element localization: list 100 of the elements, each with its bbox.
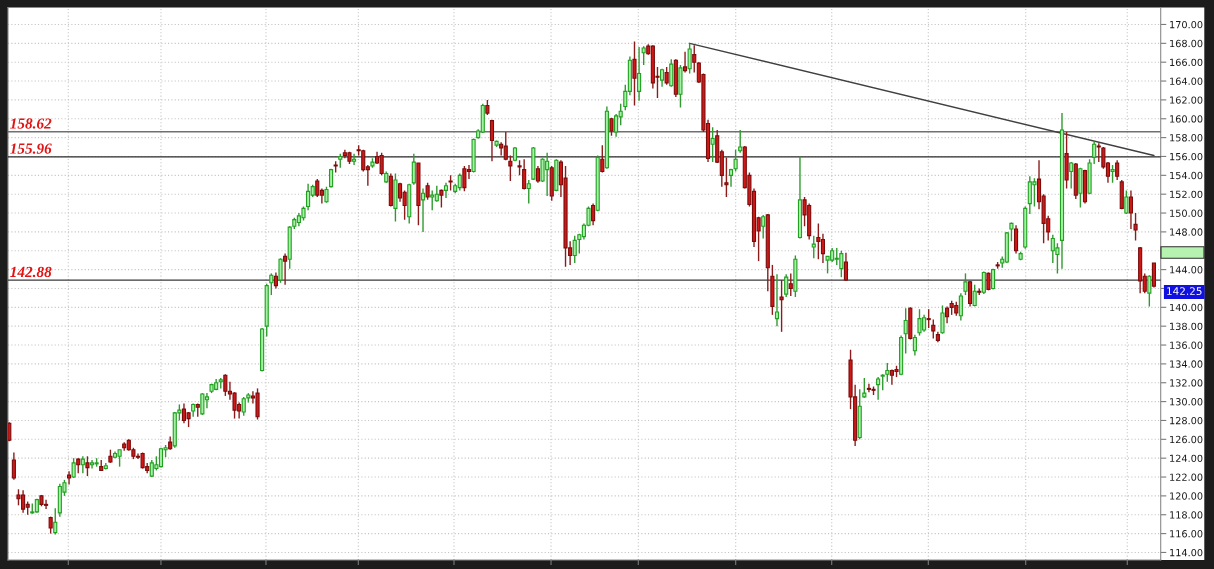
candlestick xyxy=(1013,224,1019,255)
candlestick xyxy=(820,233,826,264)
candlestick xyxy=(66,470,72,486)
y-tick-label: 164.00 xyxy=(1170,77,1203,85)
candlestick xyxy=(351,152,357,166)
candlestick xyxy=(940,304,945,335)
candlestick xyxy=(779,279,784,333)
candlestick xyxy=(89,459,95,470)
candlestick xyxy=(839,250,844,278)
y-tick-label: 114.00 xyxy=(1170,548,1203,557)
candlestick xyxy=(1151,262,1157,289)
y-tick-label: 124.00 xyxy=(1170,454,1203,463)
candlestick xyxy=(710,126,715,163)
candlestick xyxy=(526,179,531,205)
ref-line-label: 158.62 xyxy=(10,118,52,129)
candlestick xyxy=(200,392,205,416)
y-tick-label: 160.00 xyxy=(1170,115,1203,123)
candlestick xyxy=(733,149,738,173)
y-tick-label: 118.00 xyxy=(1170,511,1203,519)
ref-line-label: 142.88 xyxy=(10,266,52,278)
candlestick xyxy=(223,373,228,397)
y-tick-label: 136.00 xyxy=(1170,341,1203,349)
candlestick xyxy=(85,455,90,477)
candlestick xyxy=(1124,189,1129,215)
candlestick xyxy=(738,129,743,154)
candlestick xyxy=(591,202,596,226)
candlestick xyxy=(255,387,260,421)
candlestick xyxy=(572,234,577,264)
candlestick xyxy=(499,141,504,157)
candlestick xyxy=(503,131,508,161)
y-tick-label: 152.00 xyxy=(1170,190,1203,199)
y-tick-label: 122.00 xyxy=(1170,473,1203,481)
candlestick xyxy=(1128,189,1134,230)
y-tick-label: 128.00 xyxy=(1170,416,1203,425)
candlestick xyxy=(1032,177,1037,208)
candlestick xyxy=(931,318,936,340)
y-tick-label: 126.00 xyxy=(1170,435,1203,444)
candlestick xyxy=(687,42,692,75)
candlestick xyxy=(1069,161,1074,190)
candlestick xyxy=(885,362,890,383)
candlestick xyxy=(241,396,246,417)
candlestick xyxy=(843,251,849,282)
candlestick xyxy=(669,58,674,88)
candlestick xyxy=(71,457,76,479)
candlestick xyxy=(462,165,467,193)
candlestick xyxy=(430,189,435,211)
candlestick xyxy=(774,273,780,327)
candlestick xyxy=(862,377,867,399)
candlestick xyxy=(788,272,793,297)
candlestick xyxy=(632,40,637,107)
y-tick-label: 170.00 xyxy=(1170,20,1203,29)
candlestick xyxy=(269,272,274,296)
candlestick xyxy=(876,376,881,401)
candlestick xyxy=(420,187,426,233)
candlestick xyxy=(1115,159,1120,181)
candlestick xyxy=(489,119,495,162)
candlestick xyxy=(641,45,646,66)
candlestick xyxy=(614,113,619,138)
candlestick xyxy=(1009,221,1014,243)
y-tick-label: 156.00 xyxy=(1170,152,1203,161)
y-tick-label: 132.00 xyxy=(1170,379,1203,387)
candlestick xyxy=(981,270,986,295)
y-tick-label: 120.00 xyxy=(1170,492,1203,500)
candlestick xyxy=(926,308,931,329)
y-tick-label: 144.00 xyxy=(1170,266,1203,274)
candlestick xyxy=(917,308,922,337)
ref-line-label: 155.96 xyxy=(10,143,52,154)
y-tick-label: 116.00 xyxy=(1170,530,1203,538)
candlestick xyxy=(1147,274,1152,308)
y-tick-label: 148.00 xyxy=(1170,228,1203,236)
candlestick xyxy=(816,222,821,260)
candlestick xyxy=(508,154,513,182)
candlestick xyxy=(903,307,908,355)
candlestick xyxy=(11,451,16,481)
y-tick-label: 140.00 xyxy=(1170,303,1203,312)
candlestick xyxy=(53,507,58,536)
candlestick xyxy=(600,144,605,174)
text: 142.25 xyxy=(1167,287,1202,296)
candlestick xyxy=(379,152,384,177)
candlestick xyxy=(958,292,963,322)
y-tick-label: 134.00 xyxy=(1170,360,1203,368)
y-tick-label: 168.00 xyxy=(1170,39,1203,48)
candlestick xyxy=(637,46,642,102)
candlestick xyxy=(963,272,968,296)
y-tick-label: 150.00 xyxy=(1170,209,1203,217)
candlestick xyxy=(278,257,283,284)
candlestick xyxy=(912,333,917,357)
candlestick xyxy=(761,214,766,240)
y-tick-label: 166.00 xyxy=(1170,58,1203,67)
y-tick-label: 130.00 xyxy=(1170,398,1203,406)
candlestick xyxy=(682,51,688,74)
candlestick xyxy=(181,402,187,424)
candlestick xyxy=(411,152,416,186)
y-tick-label: 162.00 xyxy=(1170,96,1203,104)
candlestick xyxy=(43,498,49,510)
y-tick-label: 154.00 xyxy=(1170,171,1203,180)
y-tick-label: 158.00 xyxy=(1170,134,1203,142)
y-tick-label: 138.00 xyxy=(1170,322,1203,331)
candlestick xyxy=(784,273,789,298)
candlestick xyxy=(967,280,973,308)
